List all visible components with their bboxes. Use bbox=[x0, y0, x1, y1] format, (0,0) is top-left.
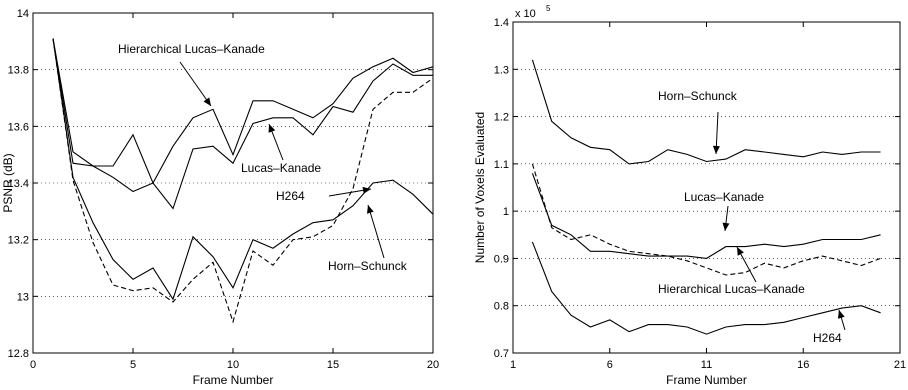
annotation-arrowhead bbox=[367, 205, 374, 214]
annotation-arrowhead bbox=[712, 145, 720, 154]
series-line-horn-schunck bbox=[52, 38, 434, 301]
x-tick-label: 20 bbox=[427, 359, 439, 371]
x-tick-label: 5 bbox=[130, 359, 136, 371]
series-line-lucas-kanade bbox=[52, 38, 433, 210]
annotation-arrowhead bbox=[722, 222, 730, 231]
x-tick-label: 0 bbox=[30, 359, 36, 371]
series-line-horn-schunck bbox=[531, 59, 881, 165]
series-line-hierarchical-lucas-kanade bbox=[531, 163, 881, 276]
y-axis-label: PSNR (dB) bbox=[1, 153, 15, 212]
annotation-arrowhead bbox=[362, 186, 371, 194]
annotation-label: H264 bbox=[813, 331, 842, 345]
annotation-arrowhead bbox=[268, 124, 276, 133]
annotation-arrowhead bbox=[203, 97, 211, 106]
chart-panel-1: 12.8 13 13.2 13.4 13.6 13.8 14 0 5 10 15 20 Frame Nu… bbox=[1, 8, 439, 387]
annotation-label: Horn–Schunck bbox=[328, 259, 408, 273]
y-tick-label: 1.4 bbox=[494, 17, 509, 29]
annotation-label: H264 bbox=[276, 189, 305, 203]
series-line-h264 bbox=[531, 241, 881, 335]
x-tick-label: 6 bbox=[607, 359, 613, 371]
annotation-label: Horn–Schunck bbox=[658, 89, 738, 103]
plot-frame bbox=[512, 21, 901, 354]
annotation-label: Lucas–Kanade bbox=[241, 161, 321, 175]
x-tick-label: 11 bbox=[701, 359, 712, 371]
y-tick-label: 0.8 bbox=[494, 301, 509, 313]
series-line-h264 bbox=[52, 38, 434, 324]
series-line-lucas-kanade bbox=[531, 173, 881, 259]
annotation-arrowhead bbox=[737, 247, 744, 256]
y-tick-label: 12.8 bbox=[8, 348, 29, 360]
y-tick-label: 14 bbox=[17, 8, 29, 20]
y-tick-label: 13.6 bbox=[8, 121, 29, 133]
y-tick-label: 1.3 bbox=[494, 64, 509, 76]
y-tick-label: 0.9 bbox=[494, 253, 509, 265]
x-tick-label: 21 bbox=[894, 359, 906, 371]
series-line-hierarchical-lucas-kanade bbox=[52, 38, 434, 185]
axis-multiplier: x 10 bbox=[515, 8, 536, 20]
x-axis-label: Frame Number bbox=[666, 373, 747, 387]
y-tick-label: 13.4 bbox=[8, 178, 29, 190]
x-tick-label: 10 bbox=[227, 359, 239, 371]
y-tick-label: 13.8 bbox=[8, 65, 29, 77]
annotation-label: Hierarchical Lucas–Kanade bbox=[118, 42, 265, 56]
annotation-label: Lucas–Kanade bbox=[684, 190, 764, 204]
y-tick-label: 13 bbox=[17, 291, 29, 303]
annotation-label: Hierarchical Lucas–Kanade bbox=[658, 282, 805, 296]
x-tick-label: 15 bbox=[327, 359, 339, 371]
y-tick-label: 1 bbox=[503, 206, 509, 218]
x-tick-label: 16 bbox=[797, 359, 809, 371]
axis-multiplier-exponent: 5 bbox=[546, 4, 551, 13]
annotation-arrow-line bbox=[179, 61, 212, 107]
x-tick-label: 1 bbox=[510, 359, 516, 371]
y-tick-label: 13.2 bbox=[8, 235, 29, 247]
annotation-arrowhead bbox=[837, 310, 845, 319]
y-axis-label: Number of Voxels Evaluated bbox=[473, 112, 487, 263]
x-axis-label: Frame Number bbox=[193, 373, 274, 387]
annotation-arrow-line bbox=[367, 204, 385, 259]
y-tick-label: 0.7 bbox=[494, 348, 509, 360]
y-tick-label: 1.1 bbox=[494, 159, 509, 171]
y-tick-label: 1.2 bbox=[494, 112, 509, 124]
